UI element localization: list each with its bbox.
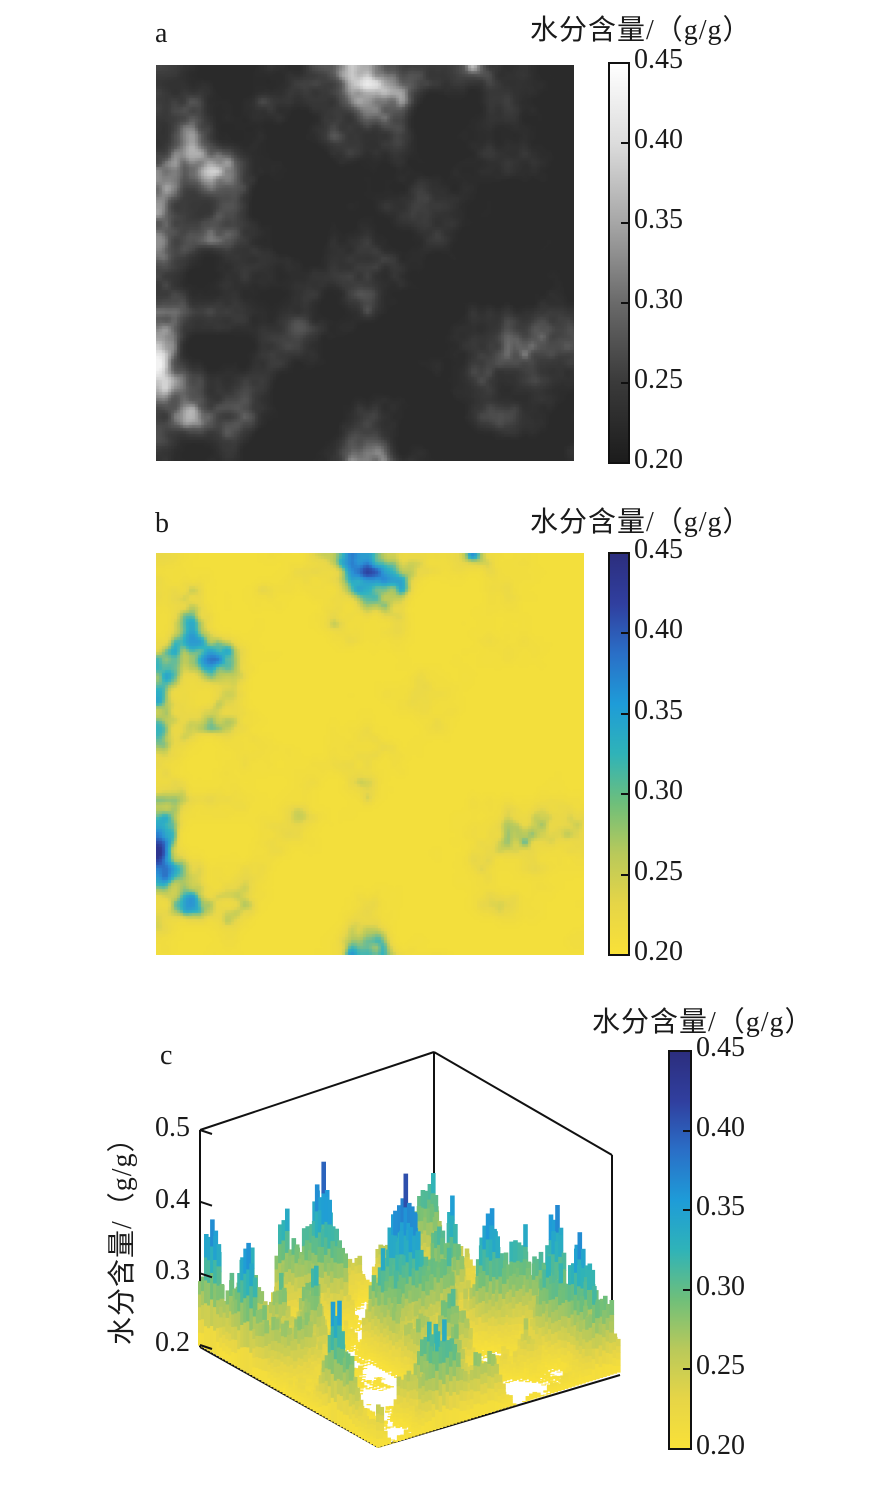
box-top-back-edge xyxy=(200,1052,434,1130)
surface-column xyxy=(343,1282,348,1297)
surface-column xyxy=(220,1284,225,1299)
surface-column xyxy=(344,1320,349,1325)
surface-column xyxy=(433,1217,438,1231)
surface-column xyxy=(350,1310,355,1316)
surface-column xyxy=(353,1315,358,1317)
surface-column xyxy=(356,1325,361,1326)
surface-column xyxy=(359,1308,364,1309)
surface-column xyxy=(465,1249,470,1258)
surface-column xyxy=(350,1300,355,1306)
surface-column xyxy=(321,1162,326,1194)
surface-column xyxy=(358,1264,363,1273)
surface-column xyxy=(343,1268,348,1283)
surface-column xyxy=(471,1266,476,1271)
surface-column xyxy=(217,1244,222,1266)
surface-column xyxy=(364,1293,369,1295)
surface-column xyxy=(350,1280,355,1285)
surface-column xyxy=(253,1278,258,1298)
surface-column xyxy=(350,1305,355,1311)
surface-column xyxy=(353,1285,358,1290)
surface-column xyxy=(282,1288,287,1302)
surface-column xyxy=(327,1200,332,1225)
surface-column xyxy=(353,1295,358,1298)
surface-column xyxy=(360,1304,365,1305)
surface-column xyxy=(343,1253,348,1268)
surface-column xyxy=(358,1256,363,1265)
surface-column xyxy=(431,1173,436,1193)
surface-column xyxy=(353,1322,358,1324)
surface-column xyxy=(285,1209,290,1231)
box-top-right-edge xyxy=(434,1052,612,1155)
surface-column xyxy=(279,1273,284,1290)
surface-column xyxy=(349,1314,354,1317)
surface-column xyxy=(361,1274,366,1280)
surface-column xyxy=(349,1290,354,1294)
